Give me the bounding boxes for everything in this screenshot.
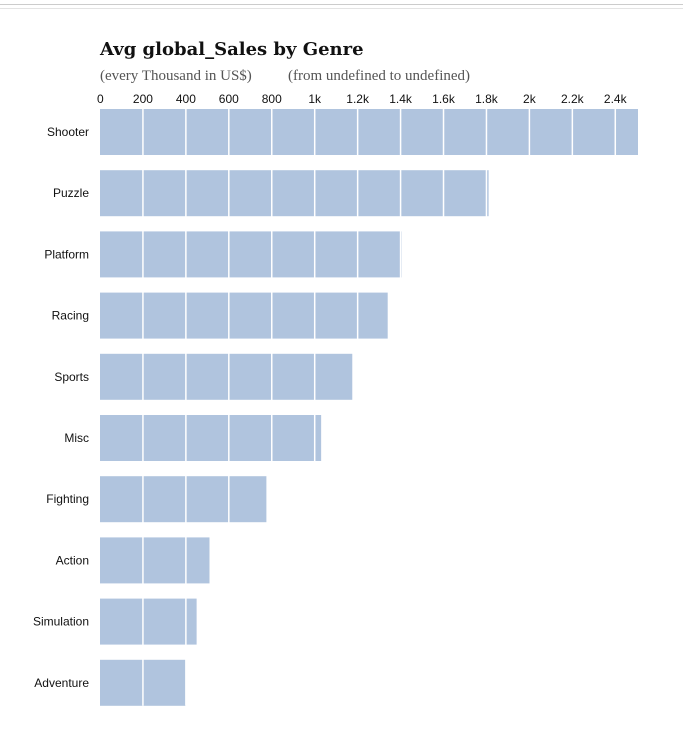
x-tick-label: 2.2k (561, 92, 585, 106)
chart-title: Avg global_Sales by Genre (100, 39, 364, 60)
bar (100, 353, 353, 400)
x-tick-label: 400 (176, 92, 196, 106)
category-label: Misc (64, 431, 89, 445)
bar (100, 292, 388, 339)
x-tick-label: 1.8k (475, 92, 499, 106)
category-label: Action (56, 553, 89, 567)
x-tick-label: 2k (523, 92, 537, 106)
chart-subtitle-range: (from undefined to undefined) (288, 68, 471, 84)
chart-subtitle-unit: (every Thousand in US$) (100, 68, 252, 84)
bar (100, 170, 489, 217)
category-label: Fighting (46, 492, 89, 506)
x-tick-label: 1.2k (346, 92, 370, 106)
bar (100, 537, 210, 584)
category-label: Simulation (33, 615, 89, 629)
bar (100, 109, 638, 155)
x-tick-label: 1.6k (432, 92, 456, 106)
top-border-line (0, 4, 683, 5)
category-label: Adventure (34, 676, 89, 690)
category-label: Shooter (47, 125, 89, 139)
bar (100, 476, 267, 523)
x-tick-label: 1.4k (389, 92, 413, 106)
x-tick-label: 600 (219, 92, 239, 106)
bar (100, 415, 322, 461)
x-tick-label: 2.4k (604, 92, 628, 106)
category-label: Sports (54, 370, 89, 384)
bar (100, 231, 402, 278)
bar (100, 598, 197, 645)
x-tick-label: 1k (308, 92, 322, 106)
category-label: Puzzle (53, 186, 89, 200)
x-tick-label: 200 (133, 92, 153, 106)
top-border-line-secondary (0, 8, 683, 9)
category-label: Racing (52, 309, 89, 323)
x-tick-label: 800 (262, 92, 282, 106)
x-tick-label: 0 (97, 92, 104, 106)
category-label: Platform (44, 247, 89, 261)
